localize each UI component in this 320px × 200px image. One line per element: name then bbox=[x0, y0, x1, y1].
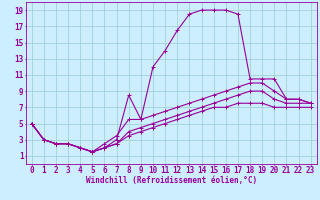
X-axis label: Windchill (Refroidissement éolien,°C): Windchill (Refroidissement éolien,°C) bbox=[86, 176, 257, 185]
